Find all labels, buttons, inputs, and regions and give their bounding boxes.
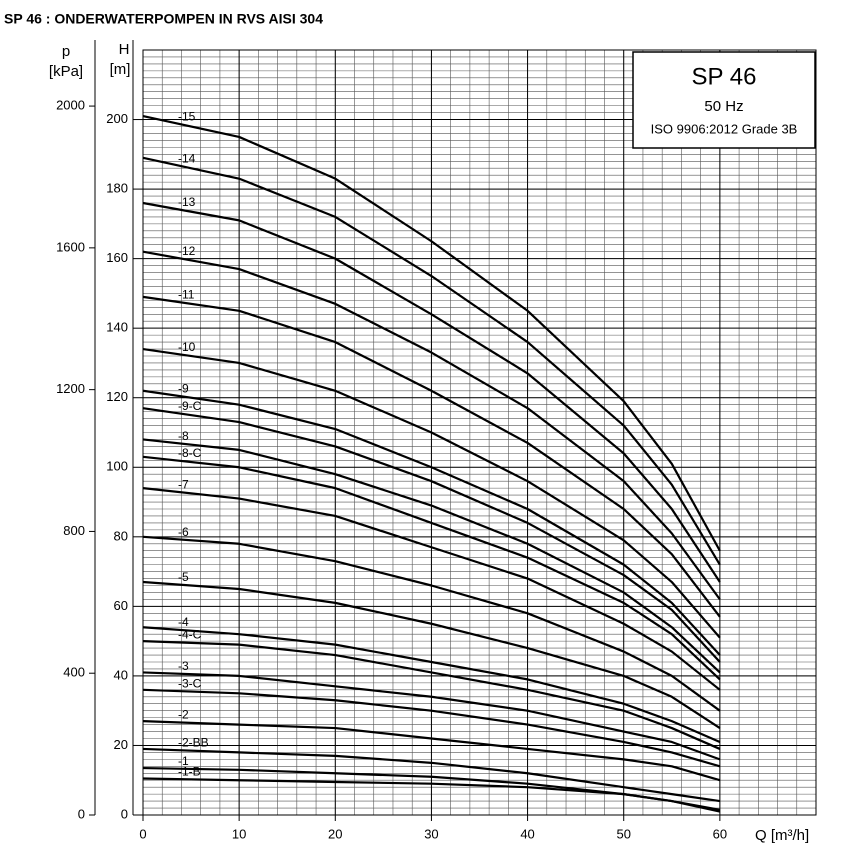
pump-curve <box>142 671 721 761</box>
y-tick-label: 120 <box>106 389 128 404</box>
curve-label: -3 <box>178 659 189 673</box>
curve-label: -15 <box>178 110 196 124</box>
info-frequency: 50 Hz <box>704 98 743 115</box>
curve-label: -14 <box>178 151 196 165</box>
curve-label: -6 <box>178 525 189 539</box>
curve-label: -11 <box>178 288 195 302</box>
pump-curve <box>142 201 721 583</box>
x-tick-label: 40 <box>520 826 534 841</box>
curve-label: -4 <box>178 615 189 629</box>
pump-curve <box>142 487 721 691</box>
curve-label: -8-C <box>178 446 202 460</box>
x-tick-label: 60 <box>713 826 727 841</box>
y-tick-label: 180 <box>106 181 128 196</box>
y2-tick-label: 1600 <box>56 239 85 254</box>
y2-tick-label: 400 <box>63 665 85 680</box>
y2-axis-label: p <box>62 43 70 60</box>
pump-curve <box>142 777 721 813</box>
chart-title: SP 46 : ONDERWATERPOMPEN IN RVS AISI 304 <box>4 11 323 27</box>
curve-label: -9-C <box>178 399 202 413</box>
x-tick-label: 20 <box>328 826 342 841</box>
pump-curve <box>142 389 721 656</box>
curve-label: -1 <box>178 754 189 768</box>
info-title: SP 46 <box>692 63 757 90</box>
y-tick-label: 100 <box>106 459 128 474</box>
x-tick-label: 10 <box>232 826 246 841</box>
y2-tick-label: 800 <box>63 523 85 538</box>
y-axis-label: [m] <box>110 61 131 78</box>
pump-curve <box>142 407 721 663</box>
curve-label: -8 <box>178 429 189 443</box>
curve-label: -7 <box>178 477 189 491</box>
y-tick-label: 140 <box>106 320 128 335</box>
pump-curve <box>142 114 721 552</box>
y-tick-label: 80 <box>114 528 128 543</box>
y-tick-label: 160 <box>106 250 128 265</box>
y-tick-label: 60 <box>114 598 128 613</box>
y-axis-label: H <box>119 41 130 58</box>
x-tick-label: 50 <box>616 826 630 841</box>
curve-label: -10 <box>178 340 196 354</box>
y-tick-label: 40 <box>114 667 128 682</box>
curve-label: -5 <box>178 570 189 584</box>
pump-curve <box>142 156 721 566</box>
y-tick-label: 0 <box>121 806 128 821</box>
pump-curve <box>142 640 721 750</box>
curve-label: -3-C <box>178 676 202 690</box>
curve-label: -12 <box>178 244 196 258</box>
pump-curve <box>142 295 721 618</box>
pump-curve <box>142 535 721 712</box>
pump-curve <box>142 455 721 681</box>
y-tick-label: 200 <box>106 111 128 126</box>
y2-axis-label: [kPa] <box>49 63 83 80</box>
curve-label: -2-BB <box>178 735 209 749</box>
curve-label: -2 <box>178 708 189 722</box>
x-tick-label: 0 <box>139 826 146 841</box>
info-standard: ISO 9906:2012 Grade 3B <box>651 121 798 136</box>
x-axis-label: Q [m³/h] <box>755 827 809 844</box>
y2-tick-label: 1200 <box>56 381 85 396</box>
pump-curve <box>142 720 721 782</box>
curve-label: -9 <box>178 382 189 396</box>
curve-label: -4-C <box>178 628 202 642</box>
y2-tick-label: 2000 <box>56 98 85 113</box>
pump-curve <box>142 580 721 729</box>
pump-curve <box>142 347 721 639</box>
y-tick-label: 20 <box>114 737 128 752</box>
pump-curve <box>142 250 721 601</box>
pump-curve <box>142 438 721 674</box>
curve-label: -13 <box>178 195 196 209</box>
pump-curve <box>142 747 721 803</box>
y2-tick-label: 0 <box>78 806 85 821</box>
pump-curve <box>142 626 721 743</box>
pump-curve <box>142 688 721 768</box>
x-tick-label: 30 <box>424 826 438 841</box>
info-box <box>632 51 816 149</box>
curve-label: -1-B <box>178 764 201 778</box>
